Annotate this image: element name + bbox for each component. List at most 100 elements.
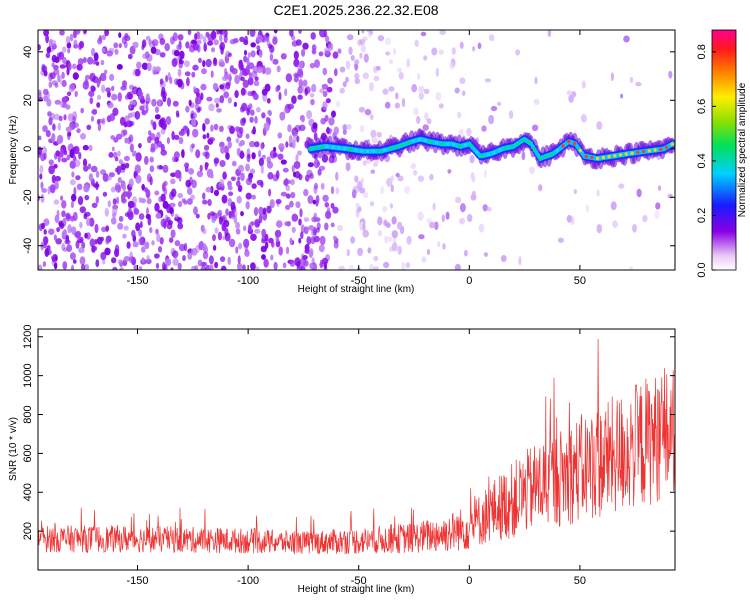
spectrogram-cell: [219, 33, 223, 43]
spectrogram-cell: [237, 255, 241, 265]
spectrogram-cell: [234, 74, 240, 85]
spectrogram-cell: [326, 126, 330, 135]
spectrogram-cell: [291, 213, 299, 222]
spectrogram-cell: [220, 256, 226, 262]
spectrogram-cell: [56, 139, 63, 144]
spectrogram-cell: [235, 228, 241, 235]
spectrogram-cell: [95, 259, 100, 268]
spectrogram-cell: [636, 188, 642, 198]
spectrogram-cell: [67, 113, 74, 122]
spectrogram-cell: [366, 30, 373, 33]
spectrogram-cell: [158, 165, 164, 170]
spectrogram-cell: [273, 152, 278, 158]
spectrogram-cell: [191, 143, 195, 149]
spectrogram-cell: [501, 255, 507, 262]
spectrogram-cell: [291, 164, 295, 173]
spectrogram-cell: [313, 182, 319, 190]
spectrogram-cell: [196, 39, 202, 45]
spectrogram-cell: [359, 187, 366, 194]
spectrogram-cell: [177, 34, 184, 41]
spectrogram-cell: [78, 42, 83, 51]
spectrogram-cell: [276, 220, 283, 228]
spectrogram-cell: [79, 206, 87, 214]
ridge-peak: [503, 146, 508, 150]
spectrogram-cell: [533, 98, 540, 106]
spectrogram-cell: [87, 163, 92, 170]
spectrogram-cell: [383, 220, 388, 227]
spectrogram-cell: [197, 259, 203, 267]
spectrogram-cell: [80, 133, 86, 140]
spectrogram-cell: [249, 30, 256, 37]
spectrogram-cell: [139, 105, 145, 111]
spectrogram-cell: [309, 248, 314, 257]
spectrogram-cell: [283, 108, 288, 115]
ridge-peak: [584, 154, 588, 159]
spectrogram-cell: [133, 208, 140, 215]
spectrogram-cell: [289, 200, 294, 208]
spectrogram-cell: [141, 109, 147, 116]
spectrogram-cell: [133, 264, 138, 270]
spectrogram-cell: [138, 228, 142, 237]
spectrogram-cell: [264, 241, 269, 249]
spectrogram-cell: [642, 215, 648, 222]
spectrogram-cell: [203, 42, 207, 52]
spectrogram-cell: [373, 255, 379, 262]
spectrogram-cell: [393, 47, 397, 56]
spectrogram-cell: [358, 106, 365, 113]
spectrogram-cell: [95, 181, 99, 191]
spectrogram-cell: [154, 114, 161, 120]
spectrogram-cell: [406, 58, 411, 68]
spectrogram-cell: [529, 166, 535, 174]
spectrogram-cell: [160, 193, 166, 202]
snr-series-line: [38, 338, 675, 555]
ridge-peak: [469, 144, 473, 148]
spectrogram-cell: [311, 47, 316, 55]
spectrogram-cell: [215, 103, 219, 108]
spectrogram-cell: [442, 243, 446, 250]
spectrogram-cell: [635, 82, 642, 87]
spectrogram-cell: [228, 191, 234, 196]
spectrogram-cell: [254, 142, 260, 148]
spectrogram-cell: [127, 104, 132, 109]
spectrogram-cell: [269, 53, 274, 62]
spectrogram-cell: [295, 201, 301, 209]
spectrogram-cell: [290, 191, 296, 199]
spectrogram-cell: [274, 229, 282, 238]
spectrogram-cell: [318, 51, 324, 57]
spectrogram-cell: [321, 83, 329, 90]
spectrogram-cell: [298, 237, 302, 244]
spectrogram-cell: [110, 186, 116, 193]
spectrogram-cell: [289, 30, 294, 37]
spectrogram-cell: [126, 241, 131, 249]
spectrogram-cell: [285, 193, 291, 199]
spectrogram-cell: [91, 109, 98, 115]
spectrogram-cell: [205, 58, 212, 68]
spectrogram-cell: [62, 261, 68, 270]
spectrogram-cell: [146, 255, 150, 263]
ridge-peak: [371, 149, 375, 153]
spectrogram-cell: [227, 97, 232, 104]
spectrogram-cell: [414, 39, 419, 48]
spectrogram-cell: [295, 154, 299, 162]
ridge-peak: [595, 156, 600, 161]
spectrogram-cell: [177, 222, 184, 230]
spectrogram-cell: [40, 193, 45, 203]
spectrogram-cell: [105, 225, 109, 232]
spectrogram-cell: [100, 59, 105, 66]
ridge-peak: [555, 148, 559, 153]
spectrogram-cell: [192, 64, 199, 71]
spectrogram-cell: [228, 52, 232, 57]
spectrogram-cell: [178, 243, 186, 252]
spectrogram-cell: [202, 134, 207, 140]
spectrogram-cell: [195, 149, 201, 159]
spectrogram-cell: [404, 185, 411, 195]
spectrogram-cell: [237, 176, 241, 181]
spectrogram-cell: [112, 266, 118, 270]
spectrogram-cell: [426, 118, 432, 125]
spectrogram-cell: [362, 191, 369, 199]
spectrogram-cell: [191, 248, 198, 256]
spectrogram-cell: [266, 161, 274, 169]
spectrogram-cell: [154, 253, 160, 259]
spectrogram-cell: [303, 188, 309, 197]
spectrogram-cell: [54, 56, 60, 64]
